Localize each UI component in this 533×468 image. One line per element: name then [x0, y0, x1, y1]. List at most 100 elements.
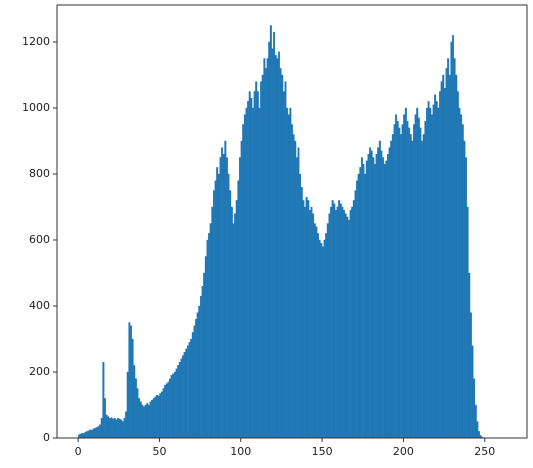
bar [265, 68, 267, 439]
bar [216, 167, 219, 439]
bar [399, 134, 402, 439]
bar [413, 124, 415, 439]
bar [360, 157, 363, 439]
bar [191, 332, 194, 439]
bar [331, 200, 334, 439]
bar [81, 432, 84, 439]
y-tick-label: 1200 [22, 35, 50, 48]
bar [276, 58, 279, 439]
bar [143, 406, 145, 439]
bar [430, 114, 433, 439]
bar [352, 200, 355, 439]
bar [401, 124, 404, 439]
bar [349, 210, 352, 439]
bar [370, 150, 373, 439]
bar [139, 401, 142, 439]
bar [474, 404, 477, 439]
bar [250, 97, 253, 439]
bar [263, 58, 266, 439]
bar [268, 41, 271, 439]
bar [212, 190, 215, 439]
bar [362, 163, 365, 439]
bar [386, 154, 389, 439]
bar [357, 173, 360, 439]
bar [121, 421, 124, 439]
y-tick-label: 0 [43, 431, 50, 444]
bar [308, 210, 311, 439]
bar [478, 431, 480, 439]
bar [406, 121, 409, 439]
bar [131, 338, 134, 439]
bar [136, 388, 139, 439]
bar [347, 220, 350, 439]
bar [112, 418, 115, 439]
bar [408, 127, 411, 439]
bar [328, 213, 331, 439]
bar [304, 206, 306, 439]
bar [84, 431, 87, 439]
bar [364, 173, 367, 439]
bar [243, 114, 246, 439]
y-tick-label: 1000 [22, 101, 50, 114]
bar [404, 107, 407, 439]
bar [312, 213, 315, 439]
bar [346, 216, 349, 439]
bar [292, 134, 295, 439]
bar [426, 107, 428, 439]
bar [79, 433, 82, 439]
bar [416, 107, 419, 439]
x-tick-label: 200 [393, 445, 414, 458]
bar [286, 107, 289, 439]
bar [110, 417, 113, 439]
bar [448, 74, 451, 439]
bar [281, 74, 284, 439]
bar [260, 81, 263, 439]
bar [92, 428, 95, 439]
bar [237, 180, 240, 439]
bar [234, 213, 237, 439]
bar [104, 398, 106, 439]
bar [147, 404, 150, 439]
y-tick-label: 400 [29, 299, 50, 312]
bar [375, 154, 378, 439]
bar [447, 58, 450, 439]
bar [219, 157, 222, 439]
bar [198, 305, 201, 439]
bar [339, 203, 342, 439]
bar [391, 134, 394, 439]
bar [107, 416, 110, 439]
bar [102, 361, 105, 439]
bar [453, 58, 456, 439]
bar [465, 157, 467, 439]
bar [209, 223, 212, 439]
bar [294, 140, 297, 439]
bar [373, 163, 376, 439]
bar [183, 352, 186, 439]
bar [271, 48, 274, 439]
bar [165, 383, 168, 439]
bar [208, 233, 211, 439]
bar [164, 385, 167, 439]
bar [97, 426, 100, 439]
x-tick-label: 150 [312, 445, 333, 458]
bar [439, 91, 441, 439]
bar [180, 358, 183, 439]
bar [351, 206, 354, 439]
bar [291, 124, 293, 439]
bar [203, 272, 206, 439]
bar [105, 414, 108, 439]
bar [211, 206, 214, 439]
bar [369, 147, 372, 439]
bar [325, 233, 328, 439]
bar [123, 418, 126, 439]
bar [455, 74, 458, 439]
bar [307, 200, 310, 439]
bar [434, 94, 437, 439]
bar [450, 41, 453, 439]
bar [134, 378, 137, 439]
bar [463, 140, 466, 439]
bar [365, 160, 368, 439]
bar [258, 107, 261, 439]
bar [302, 200, 305, 439]
